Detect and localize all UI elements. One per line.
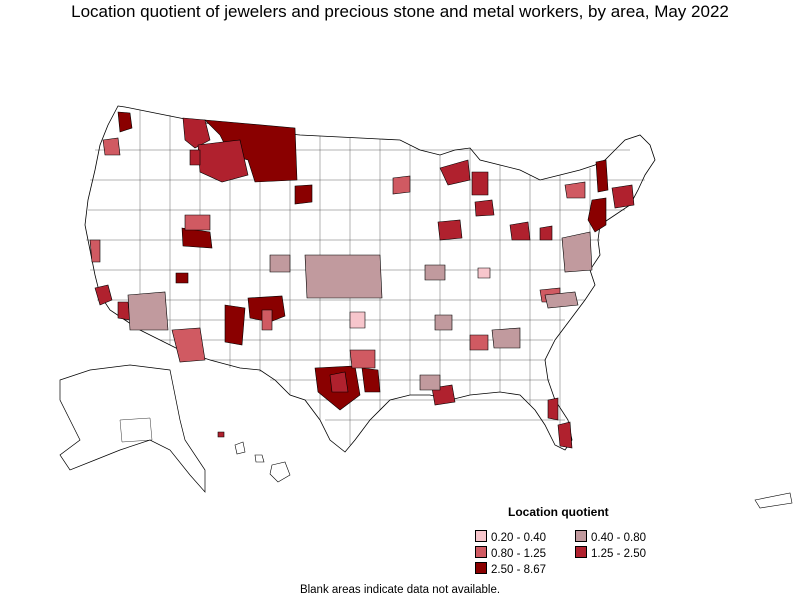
area-mo [424, 264, 446, 281]
area-denver [181, 227, 213, 249]
area-michigan-north [439, 159, 471, 186]
area-texas-east [361, 367, 381, 393]
legend-label: 0.80 - 1.25 [491, 548, 546, 560]
area-nm-west [224, 304, 246, 346]
area-al [419, 374, 441, 391]
puerto-rico [754, 492, 793, 509]
area-penn [539, 225, 553, 241]
legend-label: 0.40 - 0.80 [591, 532, 646, 544]
area-illinois [437, 219, 463, 241]
area-sc [491, 327, 521, 349]
area-ok [349, 349, 376, 369]
area-utah-south [175, 272, 189, 284]
map-title: Location quotient of jewelers and precio… [71, 2, 729, 21]
legend-label: 2.50 - 8.67 [491, 564, 546, 576]
legend-label: 1.25 - 2.50 [591, 548, 646, 560]
area-ohio [509, 221, 531, 241]
area-northeast [611, 184, 635, 209]
area-iowa [392, 175, 411, 195]
area-seattle [117, 111, 133, 133]
area-az-north [127, 291, 169, 331]
area-florida-central [547, 397, 559, 421]
legend-label: 0.20 - 0.40 [491, 532, 546, 544]
area-montana-east [204, 119, 298, 183]
legend-swatch [575, 530, 587, 542]
area-ar [434, 314, 453, 331]
area-ny-upstate [564, 181, 586, 199]
area-vermont [595, 159, 609, 193]
area-kansas [304, 254, 383, 299]
legend-item: 0.20 - 0.40 [475, 530, 546, 544]
area-ok-west [349, 311, 366, 329]
area-va [561, 231, 593, 273]
area-oregon [102, 137, 121, 156]
legend-swatch [475, 562, 487, 574]
alaska-outline [59, 364, 206, 493]
footnote: Blank areas indicate data not available. [299, 584, 501, 596]
area-wy-east [294, 184, 313, 205]
legend-item: 1.25 - 2.50 [575, 546, 646, 560]
legend-item: 0.80 - 1.25 [475, 546, 546, 560]
hawaii-islands [217, 431, 291, 483]
area-nm-mid [261, 309, 273, 331]
lq-areas [89, 111, 635, 449]
area-ky [477, 267, 491, 279]
legend-swatch [475, 546, 487, 558]
area-sf [89, 239, 101, 263]
area-colorado-north [184, 214, 211, 231]
area-montana-west [197, 139, 249, 183]
area-idaho [182, 117, 211, 149]
area-michigan [471, 171, 489, 196]
area-florida-se [557, 421, 573, 449]
area-tenn [469, 334, 489, 351]
area-idaho-south [189, 149, 201, 166]
area-nm-northwest [269, 254, 291, 273]
legend-item: 0.40 - 0.80 [575, 530, 646, 544]
legend-swatch [575, 546, 587, 558]
legend-item: 2.50 - 8.67 [475, 562, 546, 576]
area-albuquerque [247, 295, 286, 323]
legend-title: Location quotient [508, 505, 609, 519]
area-nc [544, 291, 579, 309]
area-indiana [474, 199, 495, 217]
area-az-south [171, 327, 206, 363]
area-nyc [587, 197, 607, 233]
area-la [94, 284, 113, 306]
area-az-west [117, 301, 131, 321]
alaska-area [119, 417, 153, 443]
legend-swatch [475, 530, 487, 542]
area-texas-north [329, 371, 349, 393]
